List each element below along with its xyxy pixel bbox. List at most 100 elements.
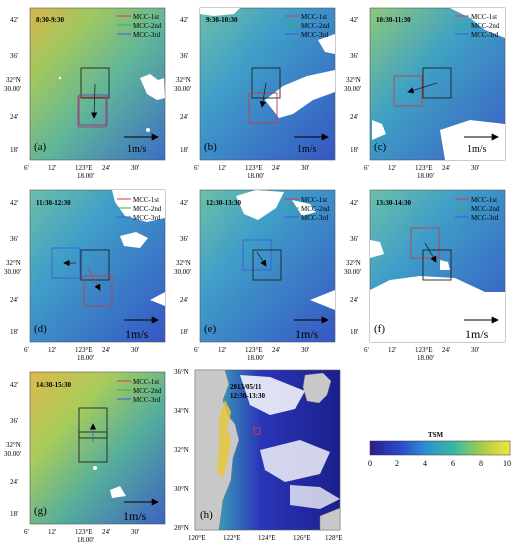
- svg-text:MCC-1st: MCC-1st: [133, 196, 159, 204]
- x-axis-ticks: 6' 12' 123°E 24' 30' 18.00': [24, 528, 139, 544]
- svg-text:8: 8: [479, 459, 483, 468]
- svg-text:6: 6: [451, 459, 455, 468]
- legend: MCC-1st MCC-2nd MCC-3rd: [285, 196, 330, 222]
- svg-text:4: 4: [423, 459, 427, 468]
- svg-text:MCC-1st: MCC-1st: [301, 13, 327, 21]
- panel-letter: (a): [34, 141, 47, 153]
- date-label: 2013/05/11: [230, 383, 262, 391]
- panel-letter: (b): [204, 141, 217, 153]
- svg-text:30': 30': [471, 164, 479, 172]
- colorbar: TSM 0 2 4 6 8 10: [368, 431, 511, 468]
- svg-text:MCC-3rd: MCC-3rd: [301, 214, 329, 222]
- svg-text:36': 36': [350, 52, 358, 60]
- svg-text:24': 24': [10, 296, 18, 304]
- legend: MCC-1st MCC-2nd MCC-3rd: [117, 196, 162, 222]
- svg-text:123°E: 123°E: [75, 164, 93, 172]
- svg-text:12': 12': [388, 164, 396, 172]
- svg-text:12': 12': [218, 164, 226, 172]
- svg-text:MCC-3rd: MCC-3rd: [133, 396, 161, 404]
- svg-text:18.00': 18.00': [77, 354, 94, 362]
- svg-text:30.00': 30.00': [4, 85, 21, 93]
- svg-text:18': 18': [180, 146, 188, 154]
- panel-c: 10:30-11:30 (c) 1m/s MCC-1st MCC-2nd MCC…: [344, 7, 506, 180]
- svg-text:42': 42': [10, 199, 18, 207]
- svg-text:126°E: 126°E: [293, 534, 311, 542]
- svg-text:30.00': 30.00': [174, 85, 191, 93]
- svg-text:32°N: 32°N: [346, 76, 361, 84]
- svg-text:123°E: 123°E: [245, 346, 263, 354]
- scale-label: 1m/s: [465, 327, 489, 341]
- svg-text:MCC-3rd: MCC-3rd: [471, 214, 499, 222]
- panel-letter: (e): [204, 323, 217, 335]
- svg-text:6': 6': [194, 346, 199, 354]
- panel-letter: (f): [374, 323, 385, 335]
- time-label: 10:30-11:30: [376, 16, 411, 24]
- svg-text:42': 42': [350, 199, 358, 207]
- panel-letter: (h): [200, 509, 213, 521]
- svg-text:123°E: 123°E: [245, 164, 263, 172]
- y-axis-ticks: 42' 36' 32°N 30.00' 24' 18': [174, 16, 191, 154]
- x-axis-ticks: 6' 12' 123°E 24' 30' 18.00': [194, 164, 309, 180]
- time-label: 12:30-13:30: [206, 199, 241, 207]
- svg-text:24': 24': [350, 113, 358, 121]
- svg-text:30.00': 30.00': [174, 268, 191, 276]
- svg-text:24': 24': [350, 296, 358, 304]
- svg-text:123°E: 123°E: [75, 346, 93, 354]
- svg-text:24': 24': [10, 478, 18, 486]
- svg-text:18': 18': [10, 510, 18, 518]
- svg-text:32°N: 32°N: [176, 76, 191, 84]
- x-axis-ticks: 6' 12' 123°E 24' 30' 18.00': [194, 346, 309, 362]
- svg-text:30°N: 30°N: [174, 485, 189, 493]
- time-label: 13:30-14:30: [376, 199, 411, 207]
- svg-text:MCC-1st: MCC-1st: [471, 13, 497, 21]
- scale-label: 1m/s: [125, 327, 149, 341]
- svg-text:2: 2: [395, 459, 399, 468]
- svg-text:30': 30': [471, 346, 479, 354]
- svg-text:18': 18': [180, 328, 188, 336]
- time-label: 9:30-10:30: [206, 16, 238, 24]
- svg-text:6': 6': [364, 164, 369, 172]
- svg-text:6': 6': [24, 528, 29, 536]
- legend: MCC-1st MCC-2nd MCC-3rd: [455, 13, 500, 39]
- scale-label: 1m/s: [295, 327, 319, 341]
- svg-text:28°N: 28°N: [174, 524, 189, 532]
- y-axis-ticks: 42' 36' 32°N 30.00' 24' 18': [4, 199, 21, 336]
- y-axis-ticks: 42' 36' 32°N 30.00' 24' 18': [4, 16, 21, 154]
- x-axis-ticks: 6' 12' 123°E 24' 30' 18.00': [24, 164, 139, 180]
- mcc-window-2: [77, 96, 107, 128]
- colorbar-ticks: 0 2 4 6 8 10: [368, 459, 511, 468]
- svg-text:12': 12': [218, 346, 226, 354]
- panel-letter: (d): [34, 323, 47, 335]
- svg-text:MCC-2nd: MCC-2nd: [301, 205, 330, 213]
- svg-text:24': 24': [272, 346, 280, 354]
- svg-text:36': 36': [10, 235, 18, 243]
- svg-text:32°N: 32°N: [6, 259, 21, 267]
- svg-text:24': 24': [180, 296, 188, 304]
- svg-text:18.00': 18.00': [417, 354, 434, 362]
- x-axis-ticks: 6' 12' 123°E 24' 30' 18.00': [364, 346, 479, 362]
- svg-text:12': 12': [388, 346, 396, 354]
- panel-b: 9:30-10:30 (b) 1m/s MCC-1st MCC-2nd MCC-…: [174, 7, 336, 180]
- land-mainland: [194, 369, 240, 531]
- svg-text:10: 10: [503, 459, 511, 468]
- time-label: 8:30-9:30: [36, 16, 64, 24]
- y-axis-ticks: 36°N 34°N 32°N 30°N 28°N: [174, 368, 189, 532]
- svg-text:18': 18': [350, 328, 358, 336]
- svg-text:MCC-2nd: MCC-2nd: [471, 22, 500, 30]
- scale-label: 1m/s: [297, 144, 317, 155]
- legend-label-2nd: MCC-2nd: [133, 22, 162, 30]
- svg-text:36': 36': [350, 235, 358, 243]
- study-area-box: [253, 427, 261, 435]
- svg-text:18.00': 18.00': [417, 172, 434, 180]
- panel-e: 12:30-13:30 (e) 1m/s MCC-1st MCC-2nd MCC…: [174, 189, 336, 362]
- svg-text:30.00': 30.00': [344, 85, 361, 93]
- svg-text:123°E: 123°E: [415, 346, 433, 354]
- y-axis-ticks: 42' 36' 32°N 30.00' 24' 18': [174, 199, 191, 336]
- svg-text:24': 24': [180, 113, 188, 121]
- svg-text:18.00': 18.00': [77, 172, 94, 180]
- svg-text:24': 24': [102, 528, 110, 536]
- panel-h-overview-map: 2013/05/11 12:30-13:30 (h) 36°N 34°N 32°…: [174, 368, 343, 542]
- panel-letter: (g): [34, 505, 47, 517]
- svg-text:30': 30': [131, 528, 139, 536]
